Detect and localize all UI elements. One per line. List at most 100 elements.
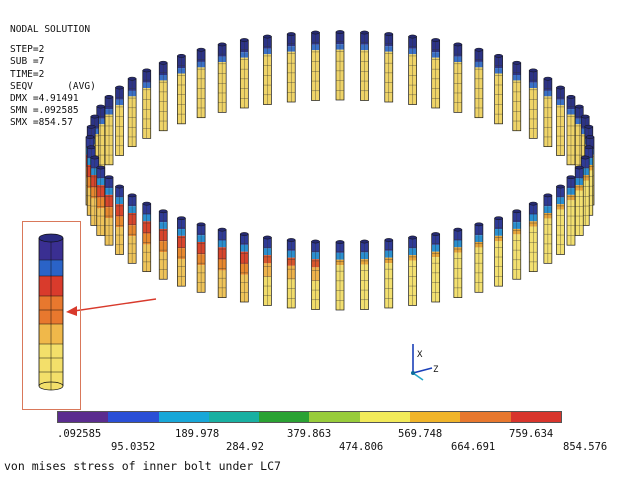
bolt-cap [474,222,484,227]
axis-triad: X Z [411,344,439,381]
bolt-cap [408,34,417,39]
axis-z-label: Z [433,365,439,375]
bolt-cap [142,68,151,73]
solution-info-panel: NODAL SOLUTION STEP=2 SUB =7 TIME=2 SEQV… [10,24,96,130]
bolt-cap [196,47,206,52]
bolt-cap [431,38,440,42]
bolt-cap [543,76,553,81]
bolt [543,193,553,264]
bolt [115,184,124,255]
legend-band [510,412,561,422]
bolt-cap [158,60,168,65]
bolt [104,94,114,166]
bolt-cap [512,60,522,65]
bolt [335,30,345,101]
bolt [239,38,249,109]
bolt-cap [115,184,124,189]
legend-band [58,412,109,422]
bolt-cap [177,53,186,58]
bolt [127,193,137,264]
bolt-cap [574,104,584,109]
bolt-cap [574,165,584,170]
legend-band [108,412,159,422]
bolt [177,53,186,125]
bolt-cap [127,76,137,81]
bolt-cap [142,201,151,206]
bolt [566,94,576,166]
bolt-cap [286,32,296,36]
bolt [360,239,369,310]
bolt-cap [217,227,227,232]
bolt-cap [177,216,186,221]
bolt-ring-front [85,135,594,311]
bolt-cap [584,145,594,150]
bolt [543,76,553,148]
bolt-cap [90,155,100,160]
bolt-cap [512,209,522,214]
legend-band [208,412,260,422]
legend-value: 664.691 [451,441,496,453]
legend-value: 284.92 [226,441,264,453]
bolt [127,76,137,148]
bolt-cap [86,145,96,150]
legend-value: 569.748 [398,428,443,440]
info-step: STEP=2 [10,44,45,56]
bolt [384,32,394,103]
bolt [574,165,584,236]
bolt-cap [360,239,369,244]
bolt-cap [529,201,538,206]
bolt [431,38,441,109]
bolt-cap [585,135,595,139]
bolt-cap [335,240,345,244]
bolt-cap [240,38,249,42]
bolt-cap [453,227,463,232]
bolt [556,184,565,255]
bolt-cap [104,94,114,99]
bolt [453,42,463,113]
bolt [494,216,503,287]
bolt-cap [580,114,590,119]
bolt [158,209,168,280]
bolt [311,239,320,310]
bolt [263,235,272,306]
bolt [263,34,272,105]
info-dmx: DMX =4.91491 [10,93,79,105]
callout-arrow [66,298,157,316]
bolt [196,222,206,293]
bolt-cap [408,235,417,240]
bolt-cap [556,85,565,90]
legend-value: 759.634 [509,428,554,440]
bolt-cap [86,124,96,129]
bolt-cap [384,238,394,242]
bolt-cap [431,232,440,236]
bolt [556,85,565,156]
bolt [512,209,522,280]
axis-x-label: X [417,350,423,360]
legend-value: 854.576 [563,441,608,453]
bolt-cap [543,193,553,198]
bolt-cap [335,30,345,34]
bolt-cap [453,42,463,47]
bolt [115,85,124,156]
info-smx: SMX =854.57 [10,117,73,129]
bolt [512,60,522,132]
bolt [158,60,168,132]
bolt [90,155,100,226]
legend-value: .092585 [57,428,102,440]
bolt [217,227,227,298]
info-sub: SUB =7 [10,56,45,68]
legend-band [309,412,360,422]
bolt [104,175,114,246]
bolt-cap [360,30,369,35]
bolt-cap [566,175,576,180]
legend-value: 189.978 [175,428,220,440]
bolt-cap [556,184,565,189]
info-seqv: SEQV (AVG) [10,80,96,92]
zoom-inset-frame [22,221,81,410]
bolt [494,53,503,125]
bolt [311,30,320,101]
legend-band [259,412,310,422]
bolt-cap [104,175,114,180]
contour-legend-bar [57,411,562,423]
